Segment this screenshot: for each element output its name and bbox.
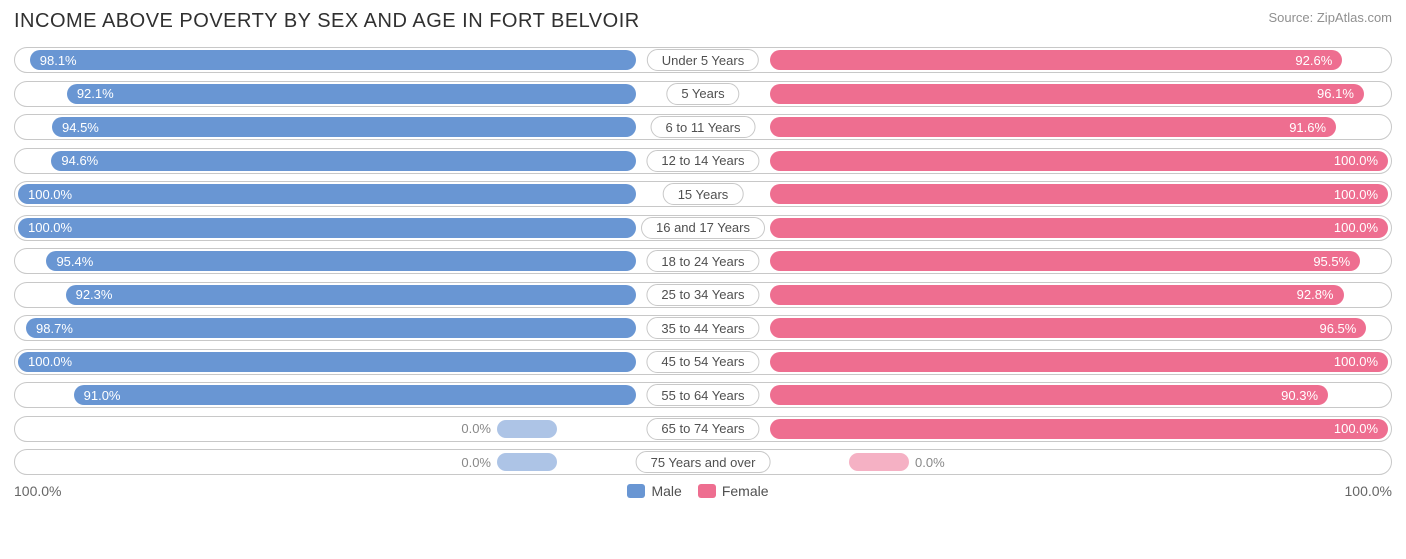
- female-bar-wrap: 100.0%: [770, 184, 1388, 204]
- male-bar-wrap: 92.1%: [18, 84, 636, 104]
- female-swatch-mini: [849, 453, 909, 471]
- male-bar: 100.0%: [18, 184, 636, 204]
- axis-left-label: 100.0%: [14, 483, 61, 499]
- male-bar: 95.4%: [46, 251, 636, 271]
- female-bar-wrap: 96.1%: [770, 84, 1388, 104]
- source-attribution: Source: ZipAtlas.com: [1268, 10, 1392, 25]
- female-bar: 100.0%: [770, 218, 1388, 238]
- male-bar-wrap: 95.4%: [18, 251, 636, 271]
- male-swatch-mini: [497, 453, 557, 471]
- age-label: 75 Years and over: [636, 451, 771, 473]
- chart-rows: 98.1% 92.6% Under 5 Years 92.1% 96.1% 5 Years…: [14, 47, 1392, 475]
- male-bar-wrap: 91.0%: [18, 385, 636, 405]
- axis-right-label: 100.0%: [1345, 483, 1392, 499]
- female-bar-wrap: 100.0%: [770, 218, 1388, 238]
- header: INCOME ABOVE POVERTY BY SEX AND AGE IN F…: [14, 10, 1392, 33]
- female-bar: 95.5%: [770, 251, 1360, 271]
- male-bar-wrap: 98.7%: [18, 318, 636, 338]
- age-label: 35 to 44 Years: [646, 317, 759, 339]
- chart-row: 100.0% 100.0% 45 to 54 Years: [14, 349, 1392, 375]
- male-zero-label: 0.0%: [461, 450, 563, 474]
- male-bar: 91.0%: [74, 385, 636, 405]
- legend-swatch-male: [627, 484, 645, 498]
- female-bar: 100.0%: [770, 184, 1388, 204]
- legend-label-female: Female: [722, 483, 769, 499]
- female-bar-wrap: 100.0%: [770, 419, 1388, 439]
- age-label: 18 to 24 Years: [646, 250, 759, 272]
- female-bar-wrap: 95.5%: [770, 251, 1388, 271]
- chart-row: 92.1% 96.1% 5 Years: [14, 81, 1392, 107]
- chart-row: 100.0% 100.0%16 and 17 Years: [14, 215, 1392, 241]
- chart-row: 98.1% 92.6% Under 5 Years: [14, 47, 1392, 73]
- female-bar: 100.0%: [770, 352, 1388, 372]
- age-label: Under 5 Years: [647, 49, 759, 71]
- female-bar-wrap: 96.5%: [770, 318, 1388, 338]
- female-bar: 96.1%: [770, 84, 1364, 104]
- female-bar-wrap: 90.3%: [770, 385, 1388, 405]
- age-label: 16 and 17 Years: [641, 217, 765, 239]
- male-bar: 94.5%: [52, 117, 636, 137]
- female-bar-wrap: 100.0%: [770, 352, 1388, 372]
- male-bar: 92.3%: [66, 285, 636, 305]
- male-bar: 100.0%: [18, 352, 636, 372]
- chart-row: 92.3% 92.8% 25 to 34 Years: [14, 282, 1392, 308]
- male-bar-wrap: 100.0%: [18, 352, 636, 372]
- male-bar: 94.6%: [51, 151, 636, 171]
- female-bar-wrap: 92.6%: [770, 50, 1388, 70]
- male-bar: 98.1%: [30, 50, 636, 70]
- female-bar: 100.0%: [770, 151, 1388, 171]
- female-bar-wrap: 92.8%: [770, 285, 1388, 305]
- legend: Male Female: [627, 483, 778, 499]
- male-bar: 92.1%: [67, 84, 636, 104]
- female-bar: 91.6%: [770, 117, 1336, 137]
- chart-title: INCOME ABOVE POVERTY BY SEX AND AGE IN F…: [14, 10, 640, 33]
- female-bar: 92.6%: [770, 50, 1342, 70]
- legend-label-male: Male: [651, 483, 681, 499]
- age-label: 5 Years: [666, 83, 739, 105]
- female-bar-wrap: 100.0%: [770, 151, 1388, 171]
- age-label: 55 to 64 Years: [646, 384, 759, 406]
- male-bar-wrap: 92.3%: [18, 285, 636, 305]
- chart-row: 98.7% 96.5% 35 to 44 Years: [14, 315, 1392, 341]
- chart-row: 91.0% 90.3% 55 to 64 Years: [14, 382, 1392, 408]
- chart-row: 100.0% 100.0% 15 Years: [14, 181, 1392, 207]
- female-bar: 100.0%: [770, 419, 1388, 439]
- age-label: 12 to 14 Years: [646, 150, 759, 172]
- age-label: 6 to 11 Years: [651, 116, 756, 138]
- age-label: 65 to 74 Years: [646, 418, 759, 440]
- male-bar: 100.0%: [18, 218, 636, 238]
- male-bar-wrap: 94.6%: [18, 151, 636, 171]
- chart-container: INCOME ABOVE POVERTY BY SEX AND AGE IN F…: [0, 0, 1406, 559]
- legend-swatch-female: [698, 484, 716, 498]
- chart-row: 95.4% 95.5% 18 to 24 Years: [14, 248, 1392, 274]
- male-bar-wrap: 98.1%: [18, 50, 636, 70]
- male-zero-label: 0.0%: [461, 417, 563, 441]
- chart-row: 0.0% 100.0% 65 to 74 Years: [14, 416, 1392, 442]
- female-bar: 96.5%: [770, 318, 1366, 338]
- female-bar-wrap: 91.6%: [770, 117, 1388, 137]
- age-label: 15 Years: [663, 183, 744, 205]
- male-bar-wrap: 100.0%: [18, 184, 636, 204]
- male-bar: 98.7%: [26, 318, 636, 338]
- chart-row: 94.6% 100.0% 12 to 14 Years: [14, 148, 1392, 174]
- chart-row: 94.5% 91.6% 6 to 11 Years: [14, 114, 1392, 140]
- male-swatch-mini: [497, 420, 557, 438]
- female-bar: 90.3%: [770, 385, 1328, 405]
- male-bar-wrap: 100.0%: [18, 218, 636, 238]
- age-label: 45 to 54 Years: [646, 351, 759, 373]
- male-bar-wrap: 94.5%: [18, 117, 636, 137]
- chart-footer: 100.0% Male Female 100.0%: [14, 483, 1392, 499]
- chart-row: 0.0% 0.0% 75 Years and over: [14, 449, 1392, 475]
- age-label: 25 to 34 Years: [646, 284, 759, 306]
- female-zero-label: 0.0%: [843, 450, 945, 474]
- female-bar: 92.8%: [770, 285, 1344, 305]
